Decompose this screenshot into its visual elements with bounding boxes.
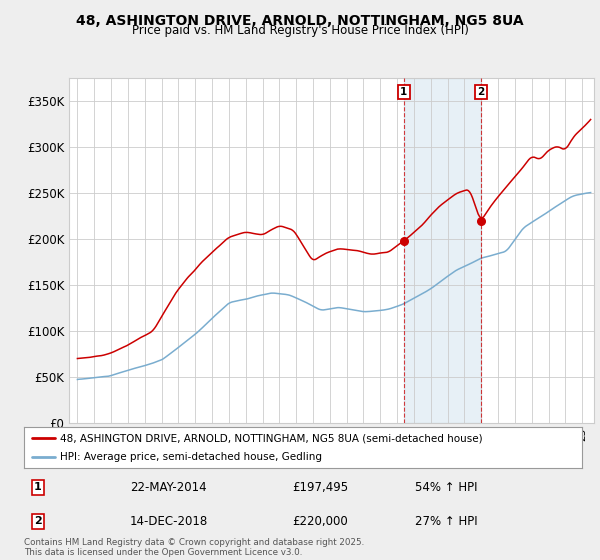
Text: 2: 2 [477,87,484,97]
Text: 27% ↑ HPI: 27% ↑ HPI [415,515,477,528]
Text: 54% ↑ HPI: 54% ↑ HPI [415,481,477,494]
Text: 14-DEC-2018: 14-DEC-2018 [130,515,208,528]
Text: £220,000: £220,000 [292,515,347,528]
Text: HPI: Average price, semi-detached house, Gedling: HPI: Average price, semi-detached house,… [60,452,322,461]
Text: 2: 2 [34,516,42,526]
Text: £197,495: £197,495 [292,481,348,494]
Text: 48, ASHINGTON DRIVE, ARNOLD, NOTTINGHAM, NG5 8UA (semi-detached house): 48, ASHINGTON DRIVE, ARNOLD, NOTTINGHAM,… [60,433,483,443]
Text: 22-MAY-2014: 22-MAY-2014 [130,481,206,494]
Text: Contains HM Land Registry data © Crown copyright and database right 2025.
This d: Contains HM Land Registry data © Crown c… [24,538,364,557]
Bar [404,78,481,423]
Text: 1: 1 [400,87,407,97]
Text: 48, ASHINGTON DRIVE, ARNOLD, NOTTINGHAM, NG5 8UA: 48, ASHINGTON DRIVE, ARNOLD, NOTTINGHAM,… [76,14,524,28]
Text: Price paid vs. HM Land Registry's House Price Index (HPI): Price paid vs. HM Land Registry's House … [131,24,469,37]
Text: 1: 1 [34,483,42,492]
